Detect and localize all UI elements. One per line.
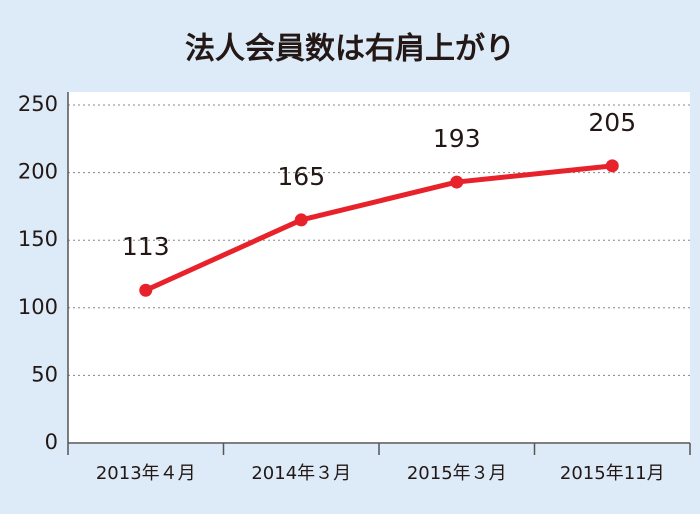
point bbox=[450, 175, 464, 189]
x-tick-label: 2013年４月 bbox=[96, 463, 196, 484]
y-tick-label: 250 bbox=[18, 92, 58, 116]
value-label: 113 bbox=[122, 232, 170, 261]
chart-title: 法人会員数は右肩上がり bbox=[185, 32, 515, 67]
plot-area bbox=[68, 92, 690, 444]
line bbox=[144, 163, 613, 293]
value-label: 165 bbox=[277, 162, 325, 191]
point bbox=[139, 283, 153, 297]
x-tick-label: 2015年３月 bbox=[407, 463, 507, 484]
point bbox=[605, 159, 619, 173]
y-tick-label: 200 bbox=[18, 160, 58, 184]
y-tick-label: 50 bbox=[31, 362, 58, 386]
value-label: 193 bbox=[433, 124, 481, 153]
y-tick-label: 100 bbox=[18, 295, 58, 319]
point bbox=[294, 213, 308, 227]
y-tick-label: 0 bbox=[45, 430, 58, 454]
value-label: 205 bbox=[588, 108, 636, 137]
x-tick-label: 2014年３月 bbox=[251, 463, 351, 484]
x-tick-label: 2015年11月 bbox=[560, 463, 665, 484]
y-tick-label: 150 bbox=[18, 227, 58, 251]
